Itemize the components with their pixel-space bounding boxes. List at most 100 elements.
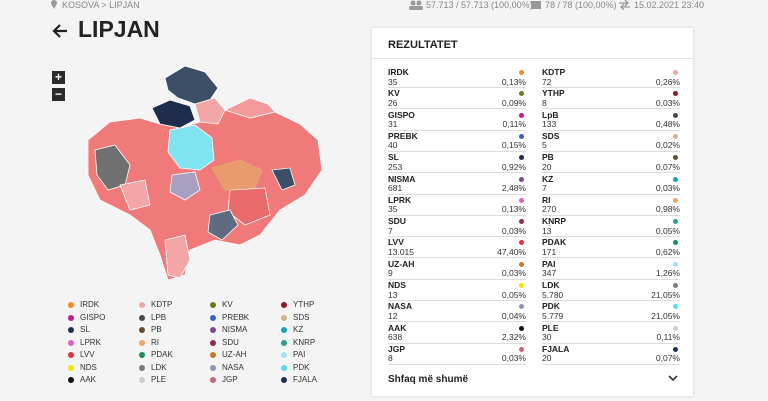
party-percent: 2,48% (501, 183, 526, 193)
legend-item: SDU (210, 338, 278, 348)
breadcrumb[interactable]: KOSOVA > LIPJAN (62, 0, 140, 10)
party-color (673, 261, 678, 267)
legend-label: KV (222, 300, 233, 309)
region[interactable] (167, 124, 215, 171)
party-percent: 0,11% (502, 119, 526, 130)
party-votes: 20 (542, 353, 552, 364)
zoom-in[interactable]: + (52, 71, 65, 84)
party-votes: 35 (388, 76, 398, 87)
party-color (519, 304, 524, 310)
party-name: UZ-AH (388, 258, 415, 269)
result-row: PLE 30 0,11% (542, 323, 680, 344)
region[interactable] (271, 167, 296, 191)
result-row: PDAK 171 0,62% (542, 237, 680, 259)
party-name: LPRK (388, 194, 412, 205)
party-name: YTHP (542, 88, 565, 99)
legend-swatch (68, 377, 74, 383)
party-color (519, 197, 524, 203)
result-row: LVV 13.015 47,40% (388, 238, 526, 259)
party-percent: 0,15% (501, 140, 526, 151)
party-color (519, 261, 524, 267)
legend-label: NISMA (222, 325, 248, 334)
region[interactable] (227, 187, 271, 226)
back-arrow[interactable] (50, 22, 70, 40)
legend-swatch (210, 339, 216, 346)
legend-swatch (210, 364, 216, 371)
stations-stat: 78 / 78 (100,00%) (545, 0, 617, 10)
party-votes: 5.779 (542, 310, 564, 321)
legend-swatch (281, 364, 287, 371)
legend-label: UZ-AH (222, 350, 247, 359)
results-title: REZULTATET (388, 39, 458, 51)
legend-item: SL (68, 325, 136, 335)
map (87, 65, 323, 281)
show-more[interactable]: Shfaq më shumë (388, 374, 469, 385)
legend-label: NASA (222, 362, 244, 372)
legend-swatch (281, 314, 287, 321)
party-name: NDS (388, 280, 406, 290)
legend-swatch (68, 364, 74, 371)
region[interactable] (194, 97, 226, 125)
party-color (673, 176, 678, 182)
party-votes: 253 (388, 161, 403, 172)
party-votes: 7 (388, 225, 393, 236)
party-votes: 31 (388, 119, 398, 130)
party-name: PAI (542, 258, 556, 269)
party-percent: 1,26% (655, 268, 680, 279)
legend-label: SL (80, 325, 90, 334)
legend-swatch (139, 339, 145, 346)
stations-icon (531, 1, 541, 9)
zoom-out[interactable]: − (52, 88, 65, 101)
party-name: PDAK (542, 237, 567, 248)
party-color (673, 155, 678, 161)
party-votes: 5.780 (542, 289, 564, 300)
legend-item: LPB (139, 313, 207, 323)
party-name: PDK (542, 301, 560, 312)
party-votes: 20 (542, 161, 552, 172)
party-color (673, 91, 678, 97)
time-icon (619, 0, 630, 10)
party-percent: 0,13% (501, 76, 526, 87)
result-row: PDK 5.779 21,05% (542, 301, 680, 323)
region[interactable] (164, 65, 219, 105)
party-color (519, 70, 524, 75)
party-percent: 0,03% (501, 353, 526, 364)
legend-swatch (68, 327, 74, 333)
party-percent: 0,07% (655, 353, 680, 364)
party-name: JGP (388, 343, 406, 354)
region[interactable] (164, 234, 191, 279)
party-votes: 35 (388, 204, 398, 215)
party-percent: 0,62% (655, 246, 680, 257)
legend-swatch (210, 377, 216, 383)
region[interactable] (119, 179, 151, 211)
legend-label: PAI (293, 350, 306, 359)
party-percent: 0,09% (501, 97, 526, 108)
region[interactable] (207, 209, 239, 241)
result-row: IRDK 35 0,13% (388, 67, 526, 88)
party-percent: 21,05% (651, 310, 680, 321)
region[interactable] (169, 171, 201, 201)
region[interactable] (223, 97, 276, 119)
legend-label: PB (151, 325, 162, 334)
selected-region[interactable] (211, 159, 263, 191)
result-row: NDS 13 0,05% (388, 280, 526, 301)
legend-swatch (210, 327, 216, 333)
party-name: KDTP (542, 67, 566, 77)
legend-swatch (139, 377, 145, 383)
party-color (673, 112, 678, 118)
party-votes: 681 (388, 183, 403, 193)
party-color (673, 346, 678, 352)
legend-swatch (210, 352, 216, 358)
party-votes: 13 (388, 289, 398, 300)
party-votes: 26 (388, 97, 398, 108)
legend-label: RI (151, 337, 159, 347)
chevron-down[interactable] (667, 373, 679, 383)
result-row: RI 270 0,98% (542, 195, 680, 216)
party-percent: 0,05% (501, 289, 526, 300)
legend-label: YTHP (293, 300, 315, 309)
party-name: NASA (388, 301, 413, 312)
party-color (673, 325, 678, 331)
region[interactable] (151, 99, 196, 129)
legend-swatch (139, 364, 145, 371)
